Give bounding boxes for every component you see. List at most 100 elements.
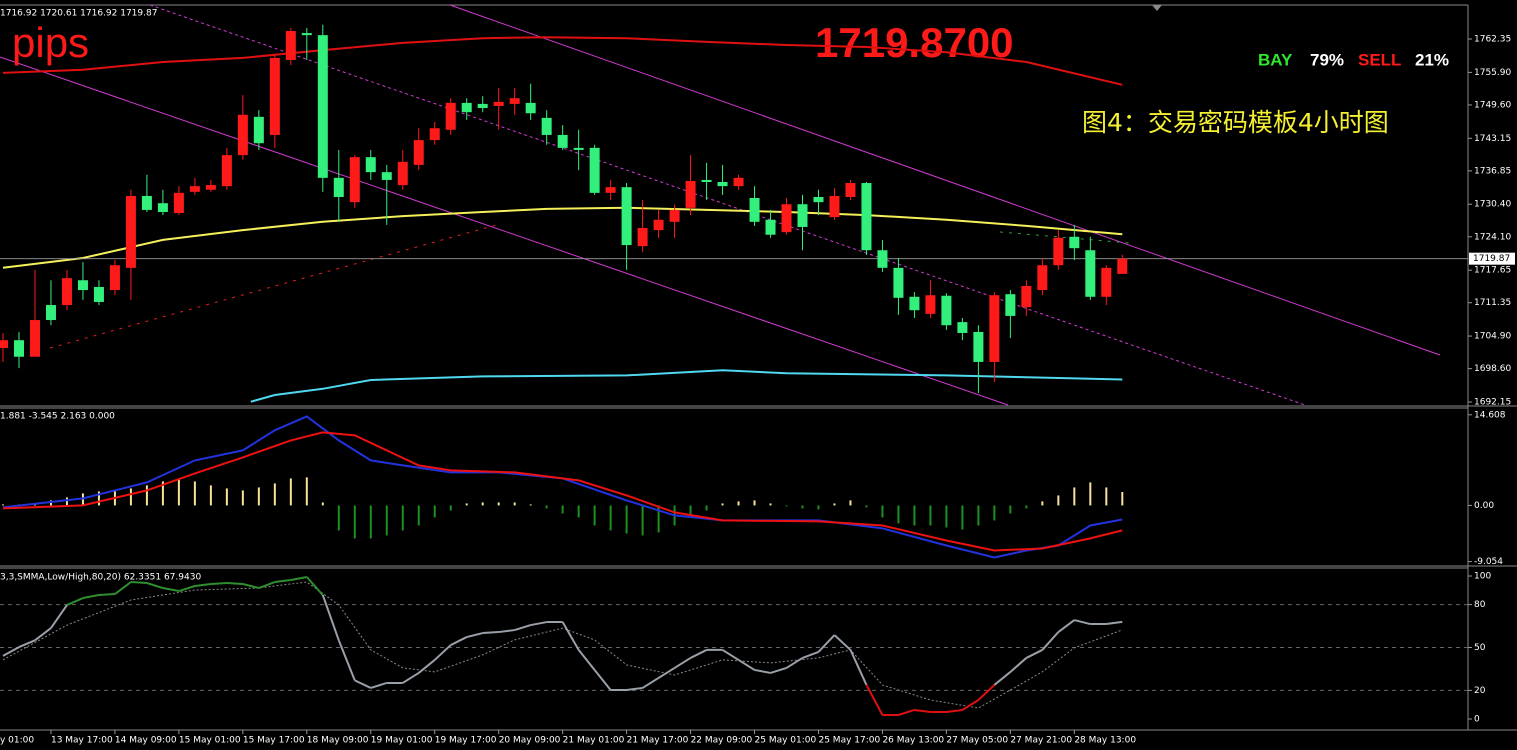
oscillator-segment — [114, 581, 132, 595]
indicator-line — [250, 369, 1123, 403]
candle-body — [1117, 258, 1128, 274]
candle-body — [141, 195, 152, 210]
oscillator-segment — [1041, 631, 1060, 651]
shift-marker — [1152, 5, 1162, 11]
candle-body — [653, 219, 664, 231]
oscillator-segment — [754, 668, 771, 674]
x-tick-label: 15 May 17:00 — [243, 736, 305, 746]
y-tick-label: 1698.60 — [1474, 364, 1511, 374]
histogram-bar — [577, 505, 580, 518]
y-tick-label: 1692.15 — [1474, 398, 1511, 408]
histogram-bar — [1073, 487, 1076, 506]
histogram-bar — [481, 502, 484, 506]
candle-body — [845, 183, 856, 197]
oscillator-segment — [817, 634, 836, 653]
oscillator-segment — [690, 649, 708, 659]
candle-body — [685, 180, 696, 208]
oscillator-segment — [914, 708, 931, 713]
candle-body — [1069, 236, 1080, 249]
candle-body — [637, 228, 648, 247]
x-tick-label: 25 May 17:00 — [818, 736, 880, 746]
candle-body — [413, 140, 424, 165]
oscillator-segment — [514, 624, 531, 632]
histogram-bar — [497, 502, 500, 506]
histogram-bar — [97, 491, 100, 506]
candle-body — [77, 280, 88, 291]
histogram-bar — [545, 505, 548, 509]
oscillator-segment — [66, 597, 84, 606]
oscillator-segment — [50, 604, 68, 629]
candle-body — [1005, 294, 1016, 316]
y-tick-label: 80 — [1474, 600, 1486, 610]
y-tick-label: 1704.90 — [1474, 332, 1511, 342]
candle-body — [813, 196, 824, 203]
channel-line — [449, 4, 1441, 356]
histogram-bar — [817, 505, 820, 510]
oscillator-segment — [210, 582, 227, 586]
candle-body — [541, 117, 552, 135]
candle-body — [701, 179, 712, 182]
histogram-bar — [225, 488, 228, 506]
candle-body — [589, 147, 600, 193]
oscillator-segment — [833, 634, 852, 651]
candle-body — [61, 278, 72, 306]
oscillator-segment — [274, 579, 291, 584]
candle-body — [749, 198, 760, 222]
histogram-bar — [449, 505, 452, 511]
oscillator-segment — [1074, 619, 1091, 626]
y-tick-label: 1743.15 — [1474, 134, 1511, 144]
buy-label: BAY — [1258, 50, 1293, 69]
indicator-legend: 3,3,SMMA,Low/High,80,20) 62.3351 67.9430 — [0, 573, 201, 583]
histogram-bar — [161, 481, 164, 506]
oscillator-segment — [242, 583, 260, 589]
buy-percent: 79% — [1310, 50, 1344, 69]
oscillator-segment — [642, 677, 660, 689]
candle-body — [461, 102, 472, 113]
candle-body — [605, 187, 616, 193]
candle-body — [237, 114, 248, 156]
oscillator-segment — [1057, 619, 1075, 633]
histogram-bar — [1025, 505, 1028, 509]
candle-body — [381, 172, 392, 180]
oscillator-segment — [18, 639, 36, 648]
histogram-bar — [369, 505, 372, 539]
x-tick-label: 25 May 01:00 — [755, 736, 817, 746]
candle-body — [269, 57, 280, 135]
candle-body — [317, 35, 328, 178]
oscillator-segment — [418, 659, 436, 674]
histogram-bar — [593, 505, 596, 526]
oscillator-segment — [946, 708, 963, 713]
histogram-bar — [689, 505, 692, 518]
sell-label: SELL — [1358, 50, 1401, 69]
candle-body — [1085, 250, 1096, 297]
oscillator-segment — [2, 646, 20, 657]
histogram-bar — [273, 483, 276, 506]
oscillator-segment — [466, 632, 483, 639]
candle-body — [573, 147, 584, 150]
candle-body — [205, 185, 216, 190]
y-tick-label: 1717.65 — [1474, 266, 1511, 276]
y-tick-label: 0.00 — [1474, 501, 1494, 511]
histogram-bar — [1041, 501, 1044, 506]
last-price-box — [1469, 252, 1515, 265]
histogram-bar — [849, 500, 852, 506]
oscillator-segment — [722, 649, 740, 661]
histogram-bar — [353, 505, 356, 539]
trailing-line — [999, 231, 1131, 244]
histogram-bar — [1009, 505, 1012, 514]
oscillator-segment — [370, 682, 388, 689]
histogram-bar — [385, 505, 388, 536]
histogram-bar — [401, 505, 404, 531]
histogram-bar — [833, 503, 836, 506]
y-tick-label: 1724.10 — [1474, 232, 1511, 242]
candle-body — [173, 192, 184, 214]
candle-body — [477, 103, 488, 109]
frame — [0, 4, 1517, 731]
histogram-bar — [177, 479, 180, 506]
oscillator-segment — [482, 631, 499, 635]
histogram-bar — [865, 505, 868, 508]
oscillator-segment — [738, 659, 756, 671]
candle-body — [1101, 267, 1112, 297]
